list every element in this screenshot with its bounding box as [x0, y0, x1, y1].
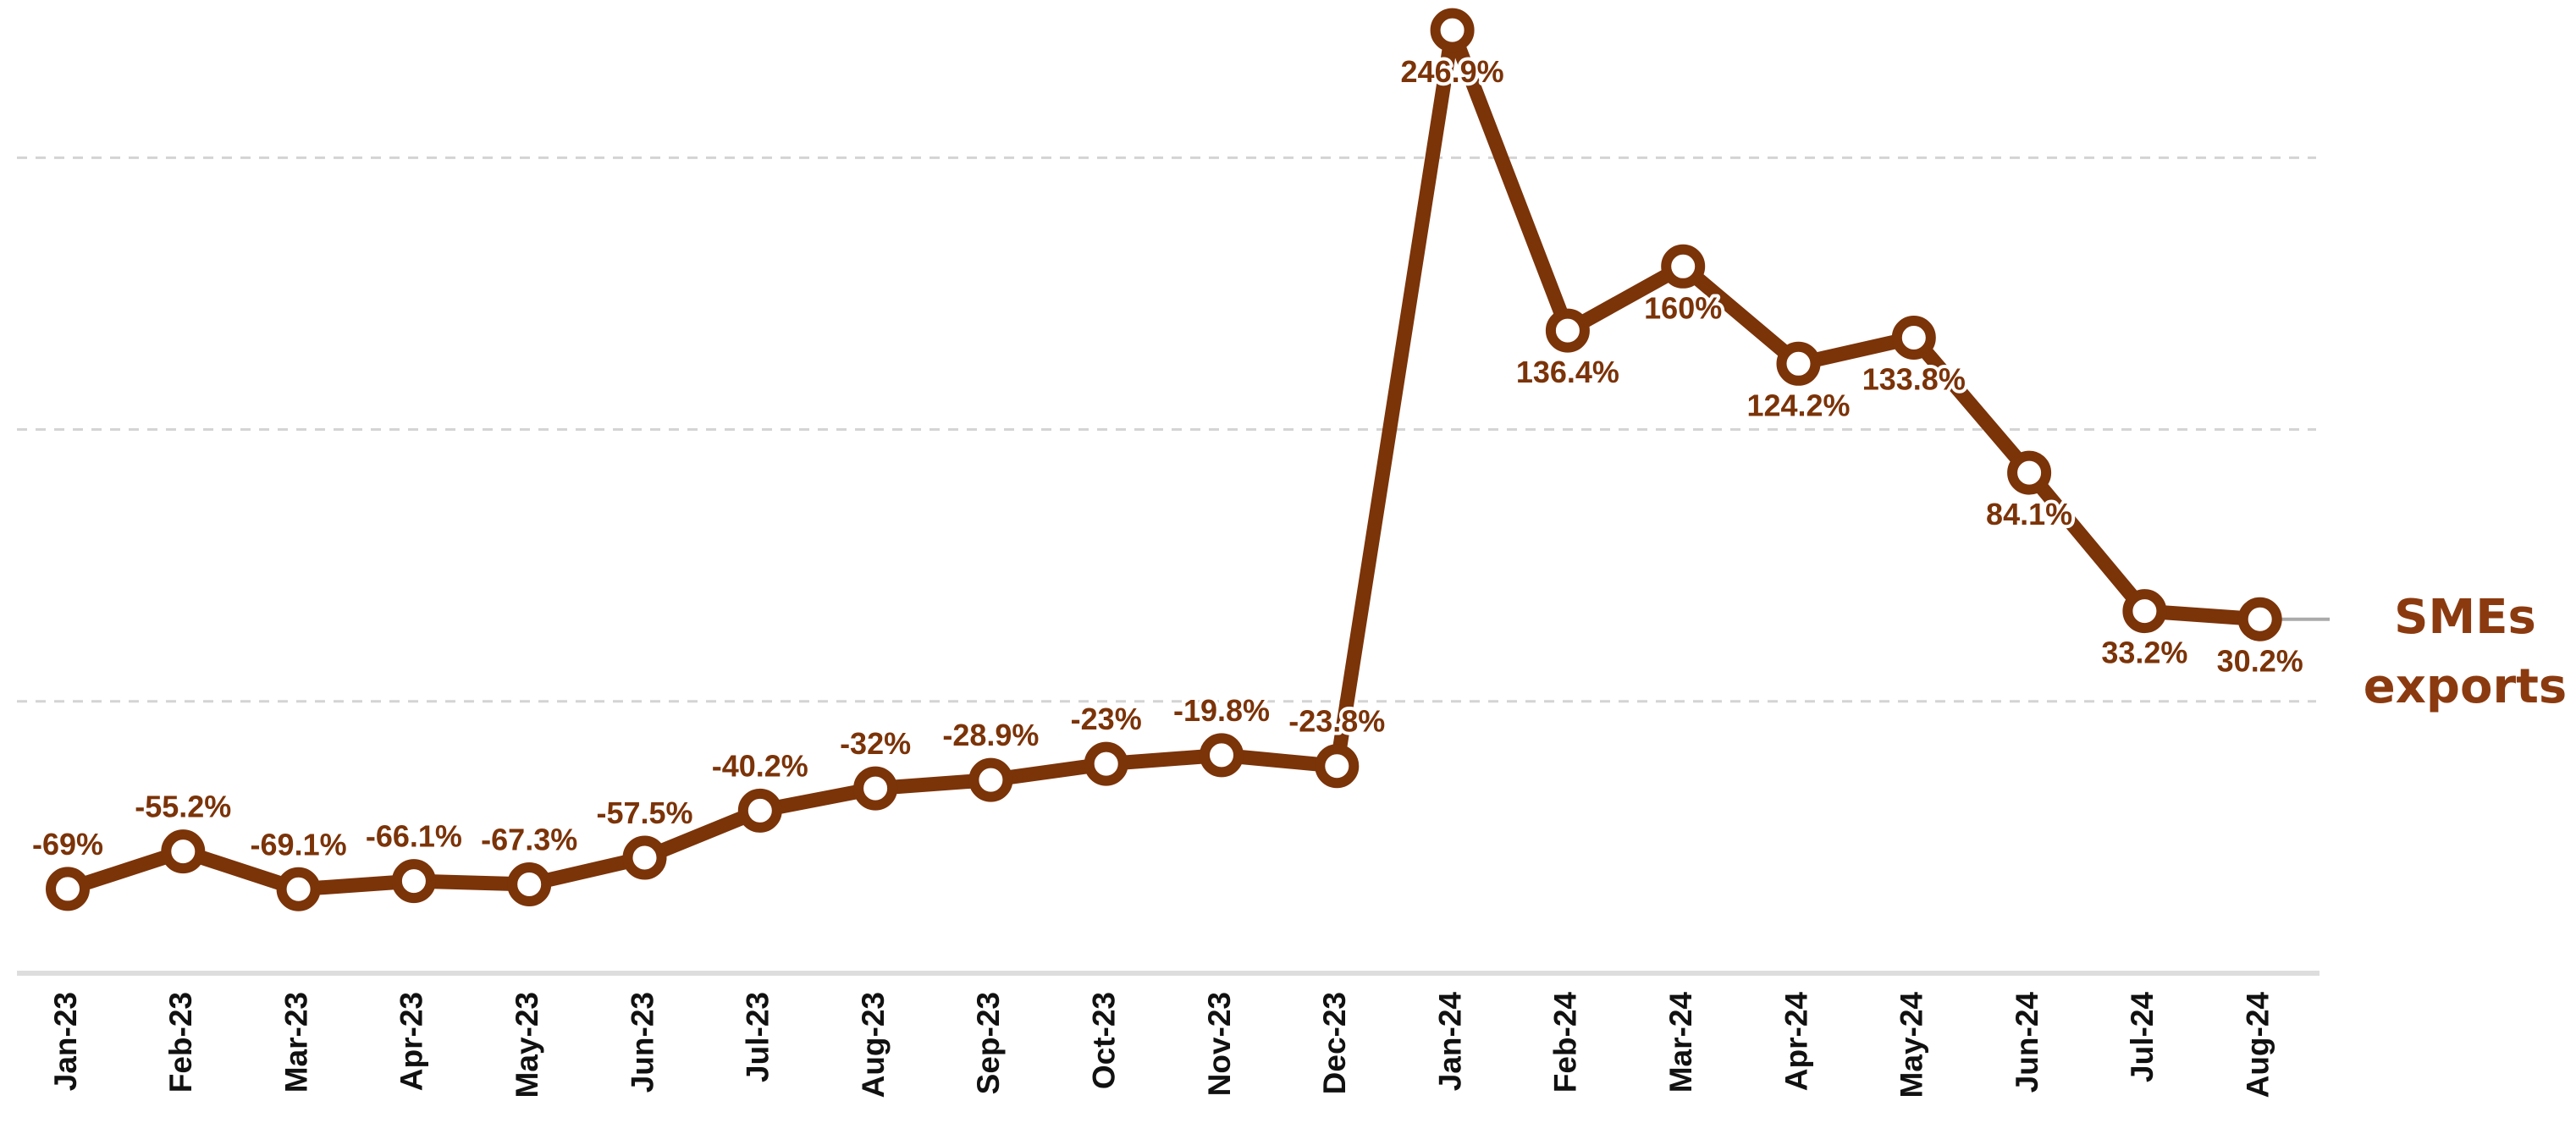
legend-label: SMEs exports: [2364, 590, 2567, 714]
point: [2007, 450, 2052, 495]
x-tick-label: Aug-24: [2240, 992, 2275, 1098]
value-label: -28.9%: [942, 718, 1039, 752]
value-label: 84.1%: [1986, 497, 2072, 531]
point: [161, 829, 206, 874]
x-tick-label: Oct-23: [1086, 992, 1121, 1089]
point: [507, 862, 552, 906]
point: [1545, 308, 1590, 353]
point: [276, 867, 321, 911]
point: [1661, 244, 1706, 289]
point: [622, 835, 667, 880]
x-tick-label: Mar-24: [1663, 992, 1698, 1093]
x-tick-label: Jan-24: [1432, 992, 1467, 1092]
point: [1430, 8, 1475, 52]
value-label: -23.8%: [1288, 704, 1385, 739]
x-tick-label: Jul-24: [2125, 992, 2160, 1082]
value-label: 133.8%: [1862, 361, 1966, 396]
point: [2237, 597, 2282, 641]
point: [968, 757, 1013, 802]
value-label: 136.4%: [1516, 355, 1619, 389]
x-tick-label: Mar-23: [279, 992, 313, 1093]
point: [2122, 589, 2167, 634]
point: [1315, 744, 1360, 789]
x-tick-label: Nov-23: [1202, 992, 1237, 1096]
value-label: 160%: [1644, 290, 1722, 325]
x-tick-label: May-24: [1895, 992, 1929, 1098]
point: [1776, 341, 1821, 386]
x-tick-label: Feb-24: [1548, 992, 1583, 1093]
point: [391, 859, 436, 904]
point: [46, 867, 90, 911]
value-label: -23%: [1071, 702, 1142, 736]
value-label: -32%: [840, 726, 911, 761]
value-label: 124.2%: [1746, 388, 1850, 422]
value-label: -66.1%: [366, 819, 462, 854]
value-label: 33.2%: [2101, 636, 2187, 670]
line: [65, 23, 2261, 897]
x-tick-label: Apr-23: [394, 992, 429, 1091]
x-tick-label: Jun-23: [625, 992, 659, 1093]
value-label: -40.2%: [712, 748, 808, 783]
x-tick-label: Jul-23: [741, 992, 775, 1082]
value-label: -57.5%: [596, 795, 692, 830]
x-tick-label: Jan-23: [48, 992, 83, 1091]
x-tick-label: Dec-23: [1317, 992, 1352, 1094]
value-label: 246.9%: [1401, 54, 1504, 89]
point: [737, 788, 782, 833]
value-label: -69.1%: [251, 827, 347, 862]
x-tick-label: Sep-23: [971, 992, 1006, 1094]
x-tick-label: Apr-24: [1779, 992, 1813, 1092]
x-tick-label: May-23: [510, 992, 544, 1098]
value-label: 30.2%: [2217, 643, 2303, 678]
value-label: -19.8%: [1173, 693, 1270, 728]
x-tick-label: Aug-23: [856, 992, 891, 1098]
value-label: -55.2%: [135, 790, 231, 824]
point: [1200, 733, 1244, 778]
x-tick-label: Feb-23: [163, 992, 198, 1093]
point: [1084, 741, 1128, 786]
x-tick-label: Jun-24: [2010, 992, 2044, 1093]
point: [853, 766, 898, 811]
point: [1891, 315, 1936, 360]
value-label: -69%: [32, 827, 103, 862]
value-label: -67.3%: [481, 822, 577, 856]
